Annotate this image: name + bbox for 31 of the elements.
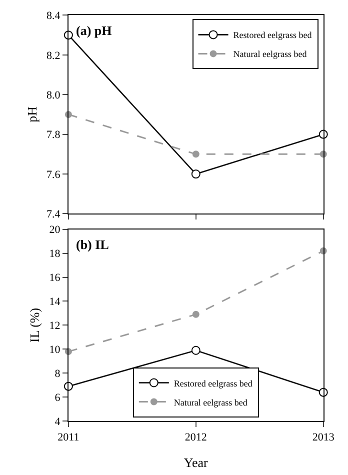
point (191, 170, 200, 179)
y-tick-label: 4 (54, 416, 61, 428)
legend-label: Restored eelgrass bed (174, 378, 253, 388)
x-tick-label: 2013 (312, 431, 335, 444)
y-tick-label: 8.0 (46, 89, 61, 102)
y-tick-label: 8.2 (46, 50, 60, 62)
y-tick-label: 8 (54, 368, 61, 380)
y-tick-label: 18 (49, 248, 61, 260)
text: (b) IL (76, 237, 110, 252)
x-tick-label: 2011 (58, 431, 80, 444)
y-axis-title: pH (24, 106, 40, 122)
y-tick-label: 8.4 (46, 10, 61, 22)
y-tick-label: 12 (49, 320, 60, 332)
point (192, 310, 200, 318)
y-tick-label: 16 (49, 272, 61, 284)
y-tick-label: 7.8 (46, 129, 61, 142)
y-tick-label: 20 (49, 224, 61, 236)
y-tick-label: 7.6 (46, 168, 61, 181)
y-tick-label: 10 (49, 344, 61, 356)
legend-label: Restored eelgrass bed (233, 30, 312, 40)
y-tick-label: 7.4 (46, 208, 61, 221)
y-axis-title: IL (%) (27, 308, 42, 342)
point (191, 346, 200, 355)
point (192, 150, 200, 158)
text: (a) pH (76, 23, 112, 38)
legend-label: Natural eelgrass bed (233, 49, 308, 60)
legend-label: Natural eelgrass bed (174, 397, 248, 408)
y-tick-label: 6 (54, 392, 61, 404)
x-tick-label: 2012 (184, 431, 207, 444)
y-tick-label: 14 (49, 296, 61, 308)
x-axis-title: Year (184, 454, 209, 470)
